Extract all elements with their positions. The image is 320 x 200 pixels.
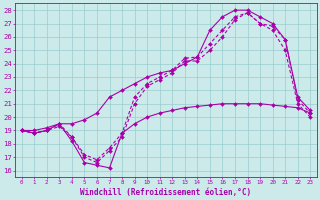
X-axis label: Windchill (Refroidissement éolien,°C): Windchill (Refroidissement éolien,°C) xyxy=(80,188,252,197)
